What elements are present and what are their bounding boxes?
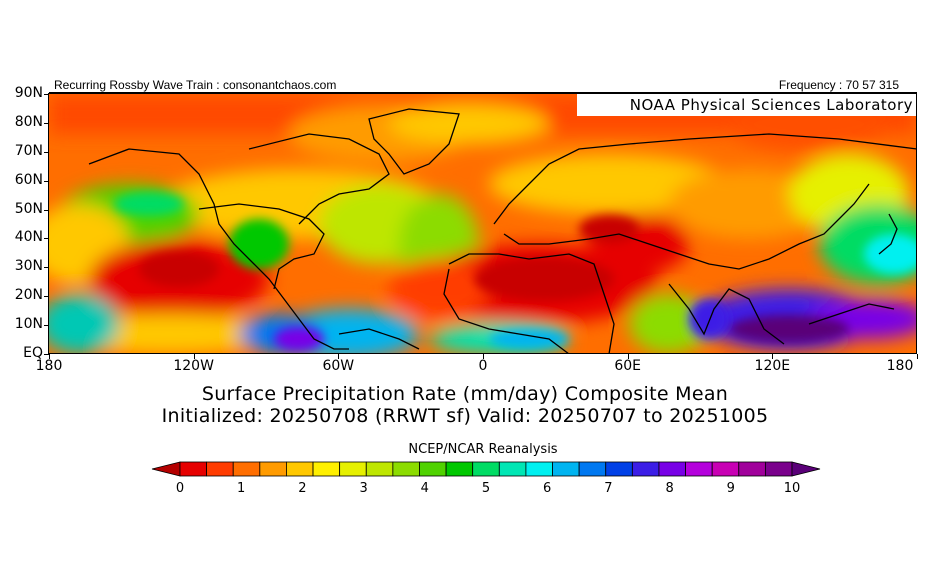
lat-label: 80N	[14, 113, 43, 130]
lat-label: 40N	[14, 229, 43, 246]
colorbar-swatch	[764, 461, 793, 477]
lat-label: 50N	[14, 200, 43, 217]
colorbar-arrow-left	[151, 461, 181, 477]
lon-label: 60W	[322, 358, 355, 374]
colorbar-swatch	[711, 461, 740, 477]
colorbar-swatch	[631, 461, 660, 477]
colorbar-swatch	[738, 461, 766, 477]
lon-tick	[193, 354, 195, 359]
colorbar-label: 3	[359, 481, 367, 496]
colorbar-swatch	[498, 461, 527, 477]
colorbar-label: 0	[176, 481, 184, 496]
source-label: NCEP/NCAR Reanalysis	[408, 442, 558, 457]
colorbar-swatch	[206, 461, 234, 477]
lat-tick	[44, 325, 49, 327]
colorbar-label: 8	[665, 481, 673, 496]
lat-tick	[44, 180, 49, 182]
lat-tick	[44, 238, 49, 240]
lat-tick	[44, 151, 49, 153]
lon-tick	[483, 354, 484, 359]
colorbar-label: 7	[604, 481, 612, 496]
colorbar-swatch	[339, 461, 367, 477]
colorbar-swatch	[232, 461, 261, 477]
lon-label: 120E	[754, 358, 791, 374]
lon-label: 0	[478, 358, 488, 374]
colorbar-swatch	[578, 461, 607, 477]
lat-label: 10N	[14, 316, 43, 333]
colorbar-label: 10	[784, 481, 801, 496]
lon-tick	[627, 354, 629, 359]
colorbar-label: 2	[298, 481, 306, 496]
precipitation-map	[49, 94, 917, 354]
colorbar-swatch	[286, 461, 314, 477]
lat-label: 60N	[14, 171, 43, 188]
lat-tick	[44, 94, 49, 95]
colorbar-swatch	[445, 461, 474, 477]
lon-label: 180	[35, 358, 63, 374]
lat-tick	[44, 296, 49, 298]
colorbar-swatch	[259, 461, 287, 477]
colorbar-label: 5	[482, 481, 490, 496]
lat-label: 20N	[14, 287, 43, 304]
precip-field-detail	[114, 192, 917, 351]
colorbar: 0 1 2 3 4 5 6 7 8 9 10	[151, 461, 821, 496]
title-line-2: Initialized: 20250708 (RRWT sf) Valid: 2…	[161, 405, 769, 427]
lon-label: 120W	[173, 358, 214, 374]
colorbar-swatch	[605, 461, 633, 477]
lon-label: 180	[886, 358, 914, 374]
lon-tick	[49, 354, 50, 359]
lat-tick	[44, 209, 49, 211]
header-left-text: Recurring Rossby Wave Train : consonantc…	[54, 78, 337, 92]
lon-tick	[772, 354, 774, 359]
colorbar-swatch	[552, 461, 580, 477]
lon-tick	[338, 354, 340, 359]
map-frame	[48, 93, 917, 354]
colorbar-swatch	[685, 461, 713, 477]
colorbar-arrow-right	[791, 461, 821, 477]
lat-tick	[44, 122, 49, 124]
header-right-text: Frequency : 70 57 315	[778, 78, 899, 92]
colorbar-swatch	[179, 461, 208, 477]
lat-label: 70N	[14, 142, 43, 159]
coastlines	[88, 108, 917, 354]
title-line-1: Surface Precipitation Rate (mm/day) Comp…	[201, 383, 729, 405]
lat-label: 30N	[14, 258, 43, 275]
colorbar-label: 6	[543, 481, 551, 496]
lab-label: NOAA Physical Sciences Laboratory	[577, 94, 917, 116]
colorbar-swatch	[365, 461, 394, 477]
colorbar-swatch	[658, 461, 686, 477]
colorbar-swatch	[419, 461, 447, 477]
lat-label: EQ	[23, 345, 43, 361]
colorbar-label: 1	[237, 481, 245, 496]
colorbar-swatch	[472, 461, 500, 477]
colorbar-swatch	[525, 461, 553, 477]
lat-tick	[44, 267, 49, 269]
colorbar-swatch	[312, 461, 341, 477]
lat-tick	[44, 354, 49, 355]
colorbar-swatch	[392, 461, 420, 477]
colorbar-label: 9	[727, 481, 735, 496]
lat-label: 90N	[14, 85, 43, 101]
lon-tick	[917, 354, 918, 359]
colorbar-label: 4	[421, 481, 429, 496]
lon-label: 60E	[614, 358, 641, 374]
